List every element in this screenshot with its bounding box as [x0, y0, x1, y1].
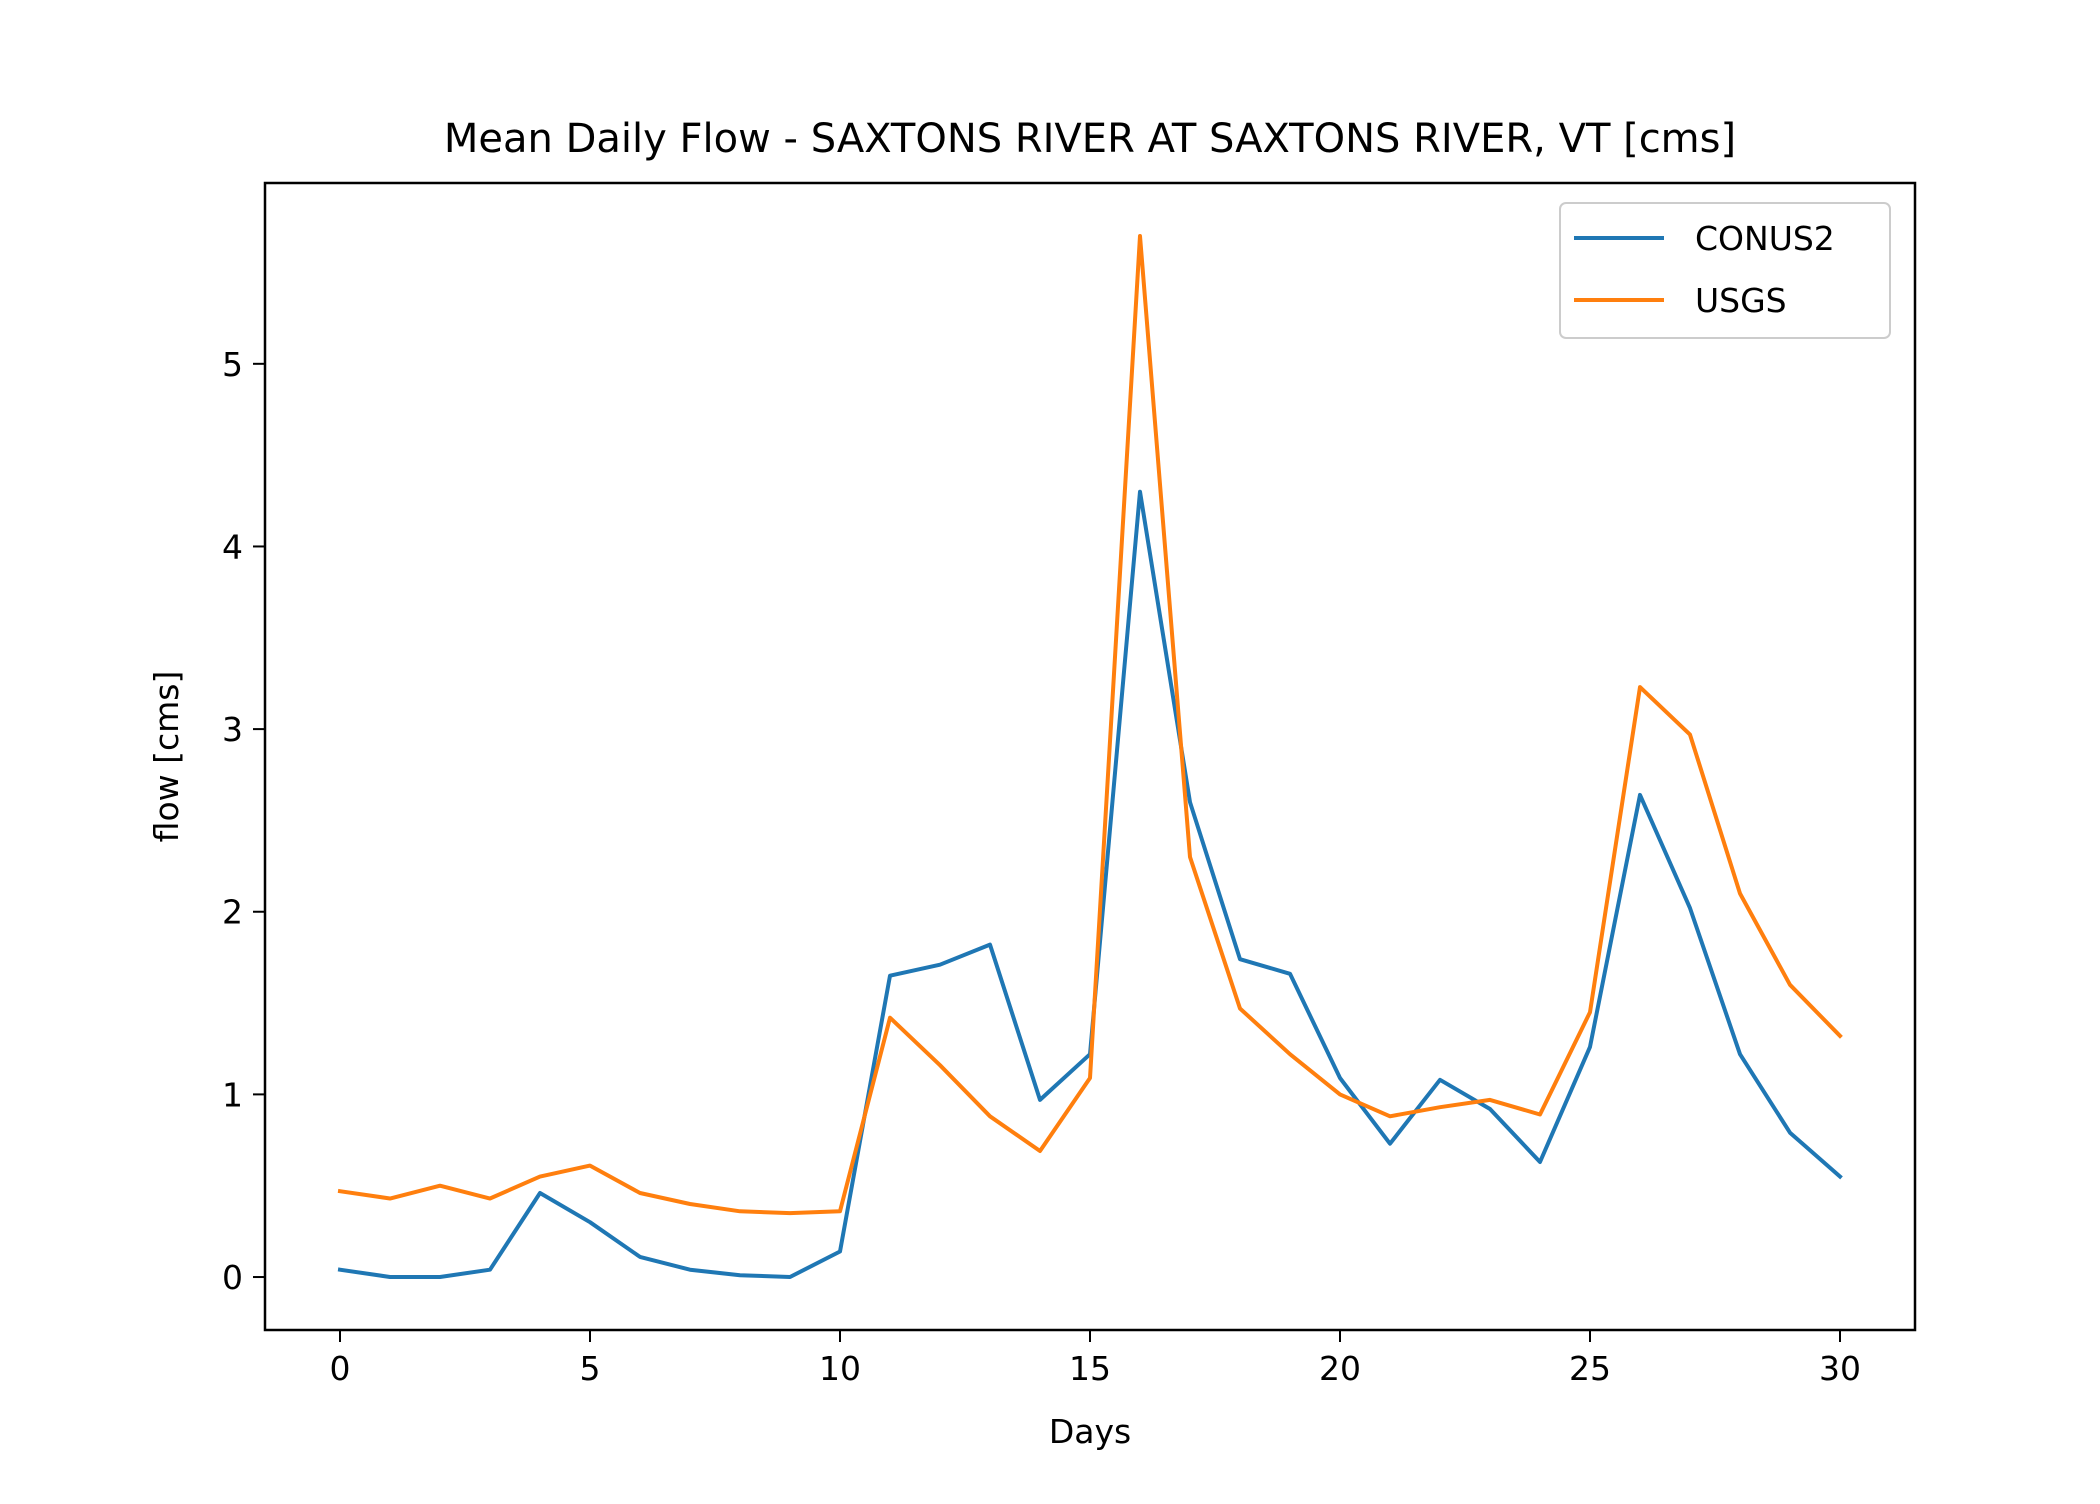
x-tick-label: 20	[1319, 1349, 1361, 1388]
y-tick-label: 4	[222, 527, 243, 566]
x-tick-label: 5	[580, 1349, 601, 1388]
y-tick-label: 0	[222, 1258, 243, 1297]
y-tick-label: 1	[222, 1075, 243, 1114]
chart-title: Mean Daily Flow - SAXTONS RIVER AT SAXTO…	[444, 116, 1736, 162]
y-tick-label: 5	[222, 345, 243, 384]
y-axis-label: flow [cms]	[147, 671, 186, 843]
y-axis-ticks: 0 1 2 3 4 5	[222, 345, 265, 1297]
x-tick-label: 10	[819, 1349, 861, 1388]
x-axis-ticks: 0 5 10 15 20 25 30	[330, 1330, 1862, 1388]
series-line-usgs	[340, 236, 1840, 1213]
x-tick-label: 30	[1819, 1349, 1861, 1388]
y-tick-label: 3	[222, 710, 243, 749]
x-tick-label: 15	[1069, 1349, 1111, 1388]
legend-label-usgs: USGS	[1695, 281, 1787, 320]
series-line-conus2	[340, 492, 1840, 1277]
legend-label-conus2: CONUS2	[1695, 219, 1835, 258]
plot-series	[340, 236, 1840, 1277]
legend: CONUS2 USGS	[1560, 203, 1890, 338]
x-tick-label: 25	[1569, 1349, 1611, 1388]
y-tick-label: 2	[222, 893, 243, 932]
axes-frame	[265, 183, 1915, 1330]
x-tick-label: 0	[330, 1349, 351, 1388]
x-axis-label: Days	[1049, 1412, 1131, 1451]
